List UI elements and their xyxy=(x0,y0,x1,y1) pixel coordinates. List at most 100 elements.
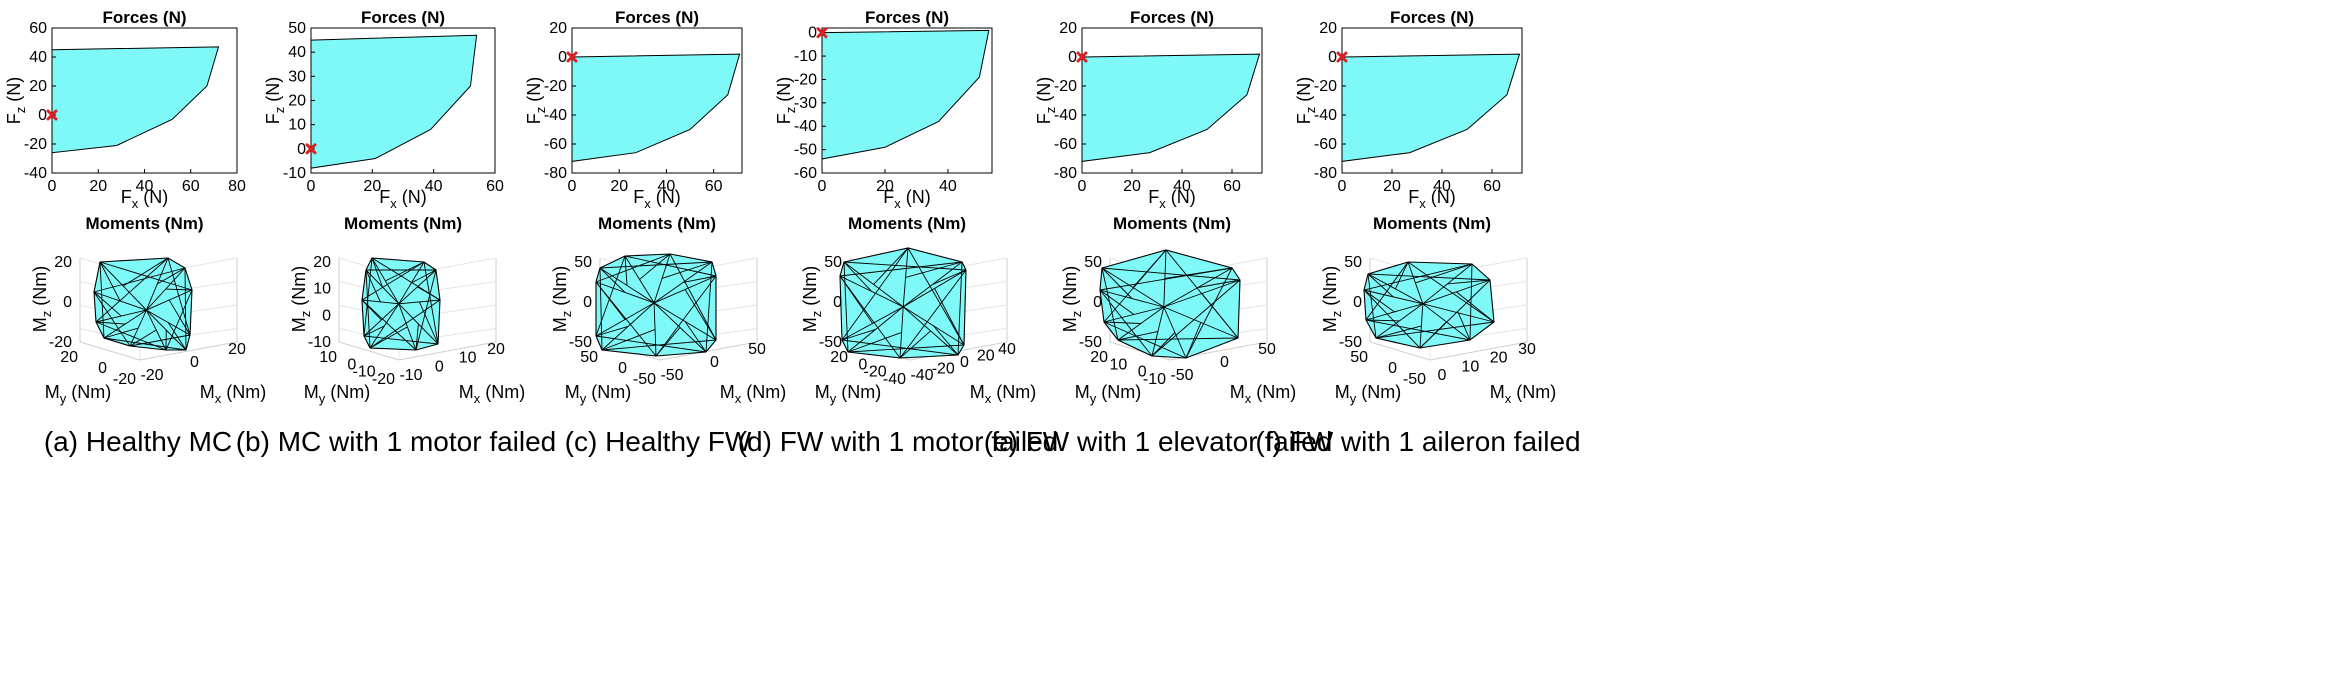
mesh-edge xyxy=(653,261,713,304)
moments-title: Moments (Nm) xyxy=(598,214,716,233)
moments-xlabel: Mx (Nm) xyxy=(459,382,525,406)
forces-plot: Forces (N) 0 20 40 60 -80 -60 -40 -20 0 20 Fx (N) Fz… xyxy=(524,8,743,211)
mesh-edge xyxy=(1201,293,1239,339)
y-tick-label: -30 xyxy=(794,95,817,112)
mesh-edge xyxy=(624,255,655,304)
feasible-force-region xyxy=(1081,53,1261,162)
mesh-edge xyxy=(1363,289,1421,349)
forces-plot: Forces (N) 0 20 40 60 -80 -60 -40 -20 0 20 Fx (N) Fz… xyxy=(1034,8,1263,211)
x-tick-label: 40 xyxy=(425,178,443,195)
mesh-edge xyxy=(1456,291,1495,323)
mesh-edge xyxy=(1103,249,1167,323)
y-tick-label: -10 xyxy=(1143,371,1166,388)
y-tick-label: -20 xyxy=(113,371,136,388)
mesh-edge xyxy=(361,299,417,351)
mesh-edge xyxy=(907,247,965,346)
x-tick-label: 0 xyxy=(435,358,444,375)
forces-title: Forces (N) xyxy=(615,8,699,27)
x-tick-label: 50 xyxy=(1258,341,1276,358)
y-tick-label: 0 xyxy=(858,356,867,373)
y-tick-label: -10 xyxy=(283,165,306,182)
forces-xlabel-text: Fx (N) xyxy=(1148,187,1196,211)
mesh-edge xyxy=(661,261,713,279)
x-tick-label: 0 xyxy=(710,354,719,371)
feasible-force-region xyxy=(821,29,990,160)
marker-stroke xyxy=(1076,51,1088,63)
x-tick-label: 10 xyxy=(459,350,477,367)
marker-stroke xyxy=(816,27,828,39)
mesh-edge xyxy=(129,329,157,347)
z-tick-label: 50 xyxy=(1084,254,1102,271)
mesh-edge xyxy=(369,299,441,349)
y-tick-label: -80 xyxy=(1054,165,1077,182)
mesh-edge xyxy=(1101,267,1119,341)
y-tick-label: 10 xyxy=(319,349,337,366)
moments-zlabel-text: Mz (Nm) xyxy=(550,266,574,332)
forces-xlabel-text: Fx (N) xyxy=(633,187,681,211)
moments-plot: Moments (Nm) -50 0 50 50 0 -50 0 10 20 30 Mz (Nm) My… xyxy=(1320,214,1556,406)
moments-xlabel: Mx (Nm) xyxy=(970,382,1036,406)
hover-point-marker xyxy=(1076,51,1088,63)
moments-xlabel: Mx (Nm) xyxy=(200,382,266,406)
moments-zlabel: Mz (Nm) xyxy=(550,266,574,332)
moments-title: Moments (Nm) xyxy=(848,214,966,233)
mesh-edge xyxy=(1375,321,1495,339)
mesh-edge xyxy=(839,261,963,277)
x-tick-label: 0 xyxy=(1078,178,1087,195)
y-tick-label: -20 xyxy=(24,136,47,153)
mesh-edge xyxy=(655,327,681,357)
mesh-edge xyxy=(653,275,717,304)
moments-title: Moments (Nm) xyxy=(85,214,203,233)
y-tick-label: 0 xyxy=(38,107,47,124)
moments-zlabel-text: Mz (Nm) xyxy=(289,266,313,332)
mesh-edge xyxy=(165,289,193,351)
moments-xlabel: Mx (Nm) xyxy=(1490,382,1556,406)
mesh-edge xyxy=(168,299,191,336)
forces-plot: Forces (N) 0 20 40 -60 -50 -40 -30 -20 -10 0 Fx (N)… xyxy=(774,8,993,211)
x-tick-label: 40 xyxy=(1173,178,1191,195)
z-tick-label: 10 xyxy=(313,281,331,298)
y-tick-label: -80 xyxy=(1314,165,1337,182)
mesh-edge xyxy=(1103,321,1187,359)
mesh-edge xyxy=(167,257,191,336)
mesh-edge xyxy=(1363,263,1473,291)
panel-caption: (b) MC with 1 motor failed xyxy=(236,426,557,457)
mesh-edge xyxy=(165,288,193,291)
y-tick-label: -20 xyxy=(1314,78,1337,95)
mesh-edge xyxy=(932,269,967,285)
mesh-edge xyxy=(157,267,186,285)
mesh-edge xyxy=(1099,289,1135,315)
mesh-edge xyxy=(95,321,167,351)
mesh-edge xyxy=(1101,267,1241,281)
forces-xlabel: Fx (N) xyxy=(1148,187,1196,211)
moments-zlabel-text: Mz (Nm) xyxy=(800,266,824,332)
hover-point-marker xyxy=(816,27,828,39)
moments-ylabel-text: My (Nm) xyxy=(1075,382,1141,406)
z-tick-label: -50 xyxy=(569,334,592,351)
forces-plot: Forces (N) 0 20 40 60 80 -40 -20 0 20 40 60 Fx (N) Fz… xyxy=(4,8,246,211)
hover-point-marker xyxy=(305,143,317,155)
mesh-edge xyxy=(1363,289,1395,313)
mesh-edge xyxy=(363,257,373,337)
forces-title: Forces (N) xyxy=(865,8,949,27)
y-tick-label: -20 xyxy=(372,371,395,388)
forces-ylabel: Fz (N) xyxy=(4,77,28,125)
moments-ylabel: My (Nm) xyxy=(1335,382,1401,406)
mesh-edge xyxy=(93,291,122,317)
marker-stroke xyxy=(566,51,578,63)
moments-xlabel-text: Mx (Nm) xyxy=(459,382,525,406)
y-tick-label: -50 xyxy=(633,371,656,388)
y-tick-label: -20 xyxy=(544,78,567,95)
y-tick-label: 0 xyxy=(98,360,107,377)
z-tick-label: 0 xyxy=(1093,294,1102,311)
forces-title: Forces (N) xyxy=(361,8,445,27)
mesh-edge xyxy=(1185,322,1202,359)
mesh-edge xyxy=(95,321,126,325)
mesh-edge xyxy=(411,269,437,284)
moments-ylabel: My (Nm) xyxy=(565,382,631,406)
y-tick-label: 0 xyxy=(1068,49,1077,66)
z-tick-label: -50 xyxy=(819,334,842,351)
y-tick-label: 20 xyxy=(549,20,567,37)
